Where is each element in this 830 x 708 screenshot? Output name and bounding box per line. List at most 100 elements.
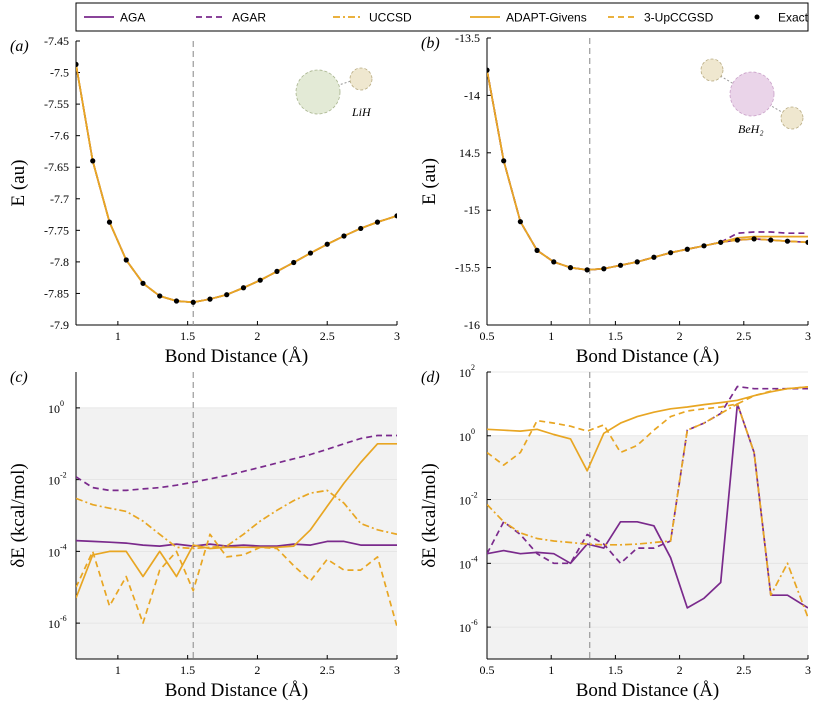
exact-point-b <box>784 238 791 244</box>
y-tick-label-d: 10 <box>459 621 471 635</box>
series-line-uccsd-c <box>76 489 397 550</box>
exact-point-a <box>374 219 381 225</box>
exact-point-b <box>684 246 690 252</box>
x-axis-label-c: Bond Distance (Å) <box>165 680 309 701</box>
series-line-adapt-b <box>487 69 808 271</box>
beh2-label: BeH₂ <box>738 122 764 136</box>
legend-label-upccgsd: 3-UpCCGSD <box>644 11 714 25</box>
x-tick-label-c: 2 <box>254 663 260 677</box>
y-tick-exponent-d: 2 <box>471 363 475 372</box>
y-tick-label-a: -7.55 <box>44 97 69 111</box>
y-tick-label-a: -7.9 <box>50 318 69 332</box>
x-axis-label-b: Bond Distance (Å) <box>576 346 720 367</box>
panel-label-d: (d) <box>421 369 440 386</box>
y-tick-label-a: -7.7 <box>50 192 69 206</box>
exact-point-a <box>224 292 230 298</box>
legend-label-adapt: ADAPT-Givens <box>506 11 587 25</box>
exact-point-a <box>157 293 163 299</box>
exact-point-b <box>701 243 707 249</box>
exact-point-a <box>123 257 129 263</box>
y-tick-label-a: -7.8 <box>50 255 69 269</box>
series-line-agar-c <box>76 434 397 492</box>
series-line-aga-c <box>76 539 397 547</box>
lih-label: LiH <box>351 105 372 119</box>
y-tick-label-b: -15.5 <box>455 261 480 275</box>
exact-point-b <box>734 237 740 243</box>
series-line-adapt-a <box>76 64 397 304</box>
legend-label-agar: AGAR <box>232 11 266 25</box>
exact-point-a <box>190 299 196 305</box>
x-tick-label-b: 2.5 <box>736 329 751 343</box>
x-tick-label-b: 3 <box>805 329 811 343</box>
y-axis-label-a: E (au) <box>8 160 29 207</box>
y-tick-label-a: -7.6 <box>50 129 69 143</box>
exact-point-b <box>805 239 808 245</box>
y-tick-label-a: -7.85 <box>44 286 69 300</box>
x-tick-label-a: 1.5 <box>180 329 195 343</box>
plot-area-b <box>487 67 808 273</box>
exact-point-a <box>358 225 364 232</box>
exact-point-a <box>173 298 180 304</box>
exact-point-a <box>140 280 146 286</box>
series-line-adapt-c <box>76 442 397 599</box>
series-line-upccgsd-c <box>76 533 397 627</box>
x-tick-label-d: 2.5 <box>736 663 751 677</box>
series-line-upccgsd-d <box>487 386 808 466</box>
legend-label-uccsd: UCCSD <box>369 11 412 25</box>
x-tick-label-d: 0.5 <box>480 663 495 677</box>
plot-area-a <box>76 61 397 305</box>
exact-point-b <box>668 250 674 256</box>
exact-point-b <box>601 266 607 272</box>
x-tick-label-c: 1.5 <box>180 663 195 677</box>
y-tick-exponent-c: -2 <box>60 471 67 480</box>
y-axis-label-b: E (au) <box>419 158 440 205</box>
exact-point-b <box>634 259 640 265</box>
y-tick-exponent-d: -4 <box>471 554 478 563</box>
x-tick-label-a: 2.5 <box>320 329 335 343</box>
beh2-molecule-illustration: BeH₂ <box>700 58 804 136</box>
x-tick-label-d: 3 <box>805 663 811 677</box>
shaded-region-d <box>487 435 808 659</box>
y-tick-label-a: -7.5 <box>50 66 69 80</box>
lih-molecule-illustration: LiH <box>295 67 373 119</box>
legend: AGA AGAR UCCSD ADAPT-Givens 3-UpCCGSD Exact <box>75 2 809 32</box>
x-axis-label-a: Bond Distance (Å) <box>165 346 309 367</box>
y-tick-label-c: 10 <box>48 617 60 631</box>
series-line-aga-a <box>76 64 397 304</box>
exact-point-a <box>106 219 113 225</box>
exact-point-b <box>751 236 757 242</box>
y-tick-label-a: -7.45 <box>44 34 69 48</box>
y-tick-label-b: -16 <box>464 318 480 332</box>
exact-point-b <box>551 259 557 265</box>
exact-point-b <box>534 247 540 253</box>
y-tick-exponent-d: -2 <box>471 491 478 500</box>
exact-point-b <box>517 219 523 225</box>
panel-a: 1 1.5 2 2.5 3 -7.45 -7.5 -7.55 -7.6 -7.65 -7.7 -7.7… <box>8 34 400 367</box>
panel-label-a: (a) <box>10 38 29 55</box>
x-tick-label-b: 0.5 <box>480 329 495 343</box>
y-tick-label-b: -14 <box>464 88 480 102</box>
y-tick-label-d: 10 <box>459 557 471 571</box>
y-tick-exponent-c: -6 <box>60 614 67 623</box>
y-axis-label-c: δE (kcal/mol) <box>8 463 29 567</box>
exact-point-a <box>274 268 280 274</box>
exact-point-b <box>617 262 624 268</box>
x-tick-label-c: 3 <box>394 663 400 677</box>
exact-point-a <box>76 61 79 67</box>
exact-point-b <box>501 158 507 164</box>
legend-label-aga: AGA <box>120 11 145 25</box>
exact-point-b <box>651 254 657 260</box>
x-tick-label-a: 1 <box>115 329 121 343</box>
y-tick-label-d: 10 <box>459 366 471 380</box>
exact-point-b <box>567 265 574 271</box>
x-tick-label-c: 1 <box>115 663 121 677</box>
y-axis-label-d: δE (kcal/mol) <box>419 463 440 567</box>
y-tick-label-b: -13.5 <box>455 31 480 45</box>
panel-b: 0.5 1 1.5 2 2.5 3 -13.5 -14 14.5 -15 -15.5 -16 Bond … <box>419 31 811 367</box>
y-tick-label-a: -7.65 <box>44 160 69 174</box>
series-line-uccsd-d <box>487 403 808 618</box>
exact-point-a <box>257 277 263 283</box>
